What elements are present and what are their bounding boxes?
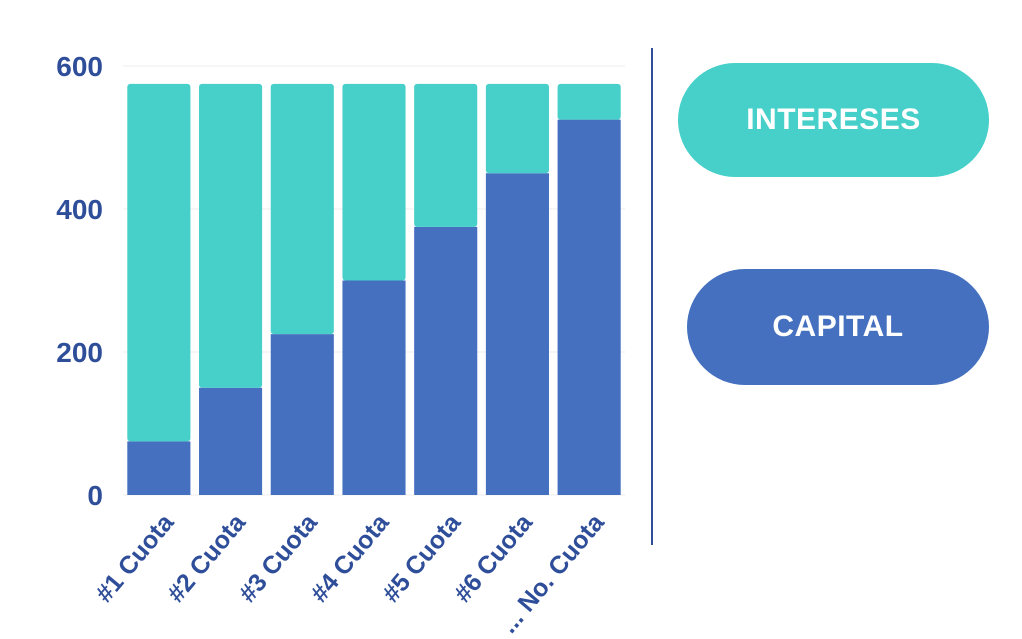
legend-item-capital: CAPITAL bbox=[687, 269, 989, 385]
bar-intereses bbox=[270, 83, 334, 335]
bar-capital bbox=[485, 173, 549, 495]
bar-capital bbox=[199, 387, 263, 495]
bar-capital bbox=[414, 226, 478, 495]
bar-intereses bbox=[485, 83, 549, 174]
y-tick-label: 400 bbox=[56, 194, 103, 225]
y-tick-label: 600 bbox=[56, 51, 103, 82]
legend-divider bbox=[651, 48, 653, 545]
legend-label-capital: CAPITAL bbox=[772, 310, 904, 343]
bar-intereses bbox=[414, 83, 478, 227]
bar-capital bbox=[557, 119, 621, 495]
bar-intereses bbox=[127, 83, 191, 442]
y-tick-label: 0 bbox=[87, 480, 103, 511]
bar-intereses bbox=[557, 83, 621, 120]
legend-label-intereses: INTERESES bbox=[746, 103, 921, 136]
bar-capital bbox=[270, 334, 334, 495]
bar-capital bbox=[342, 280, 406, 495]
bar-intereses bbox=[342, 83, 406, 281]
legend-item-intereses: INTERESES bbox=[678, 63, 989, 177]
y-tick-label: 200 bbox=[56, 337, 103, 368]
bar-capital bbox=[127, 441, 191, 495]
bar-intereses bbox=[199, 83, 263, 388]
